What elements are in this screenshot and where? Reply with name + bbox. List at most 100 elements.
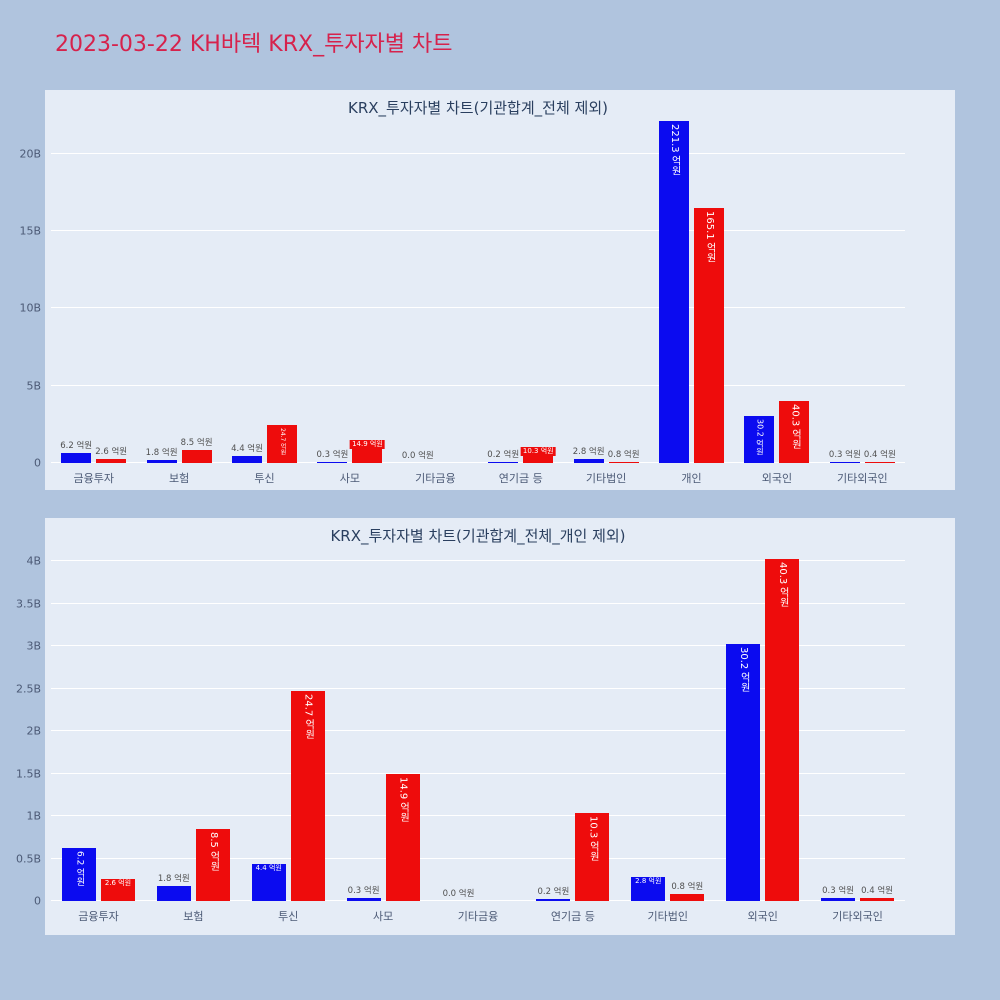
bar-red: 0.8 억원 [670, 882, 705, 901]
bar-value-label: 0.3 억원 [822, 886, 854, 897]
chart-title: KRX_투자자별 차트(기관합계_전체_개인 제외) [330, 527, 626, 545]
gridline [51, 687, 905, 689]
x-axis-label: 연기금 등 [498, 472, 543, 485]
bar-blue: 0.2 억원 [536, 887, 571, 901]
y-tick-label: 3.5B [15, 597, 41, 611]
bar-red: 8.5 억원 [181, 438, 213, 463]
bar-red: 40.3 억원 [779, 400, 810, 463]
y-tick-label: 20B [19, 147, 41, 161]
bar-value-label: 10.3 억원 [520, 447, 556, 457]
y-tick-label: 1B [26, 809, 41, 823]
gridline [51, 307, 905, 309]
bar-blue: 0.3 억원 [829, 450, 861, 463]
y-tick-label: 10B [19, 301, 41, 315]
bar-blue: 30.2 억원 [744, 416, 775, 463]
bar-value-label: 2.6 억원 [95, 446, 128, 457]
bar-value-label: 6.2 억원 [74, 851, 85, 887]
bar-blue: 1.8 억원 [156, 874, 191, 901]
gridline [51, 815, 905, 817]
bar-series: 6.2 억원 2.6 억원 1.8 억원 8.5 억원 4.4 억원 24.7 억원 0.3… [51, 556, 905, 901]
x-axis-label: 기타금융 [415, 472, 456, 485]
x-axis-label: 기타금융 [457, 910, 499, 923]
bar-red: 10.3 억원 [575, 813, 610, 901]
x-axis-label: 기타외국인 [832, 910, 883, 923]
x-axis: 금융투자 보험 투신 사모 기타금융 연기금 등 기타법인 외국인 기타외국인 [51, 908, 905, 924]
x-axis-label: 외국인 [747, 910, 778, 923]
bar-group: 0.3 억원 0.4 억원 [810, 556, 905, 901]
chart-card-all-investors: KRX_투자자별 차트(기관합계_전체 제외) 0 5B 10B 15B 20B 6.2… [19, 90, 955, 490]
bar-blue: 4.4 억원 [231, 444, 263, 463]
bar-value-label: 0.4 억원 [861, 885, 893, 896]
bar-value-label: 14.9 억원 [397, 777, 409, 823]
bar-red: 40.3 억원 [765, 558, 800, 901]
bar-group: 6.2 억원 2.6 억원 [51, 556, 146, 901]
x-axis-label: 기타법인 [585, 472, 627, 485]
bar-blue: 0.3 억원 [316, 450, 348, 463]
chart-title: KRX_투자자별 차트(기관합계_전체 제외) [348, 99, 608, 117]
bar-value-label: 8.5 억원 [207, 831, 219, 871]
bar-value-label: 24.7 억원 [302, 694, 314, 740]
x-axis-label: 금융투자 [73, 472, 114, 485]
x-axis-label: 기타법인 [647, 910, 689, 923]
bar-value-label: 0.3 억원 [316, 450, 349, 460]
bar-value-label: 4.4 억원 [253, 863, 284, 873]
bar-blue: 0.3 억원 [821, 886, 856, 901]
bar-blue: 2.8 억원 [631, 877, 666, 901]
bar-red: 2.6 억원 [95, 447, 127, 463]
x-axis-label: 사모 [339, 472, 361, 485]
bar-group: 0.3 억원 14.9 억원 [336, 556, 431, 901]
x-axis-label: 투신 [278, 910, 299, 923]
y-tick-label: 5B [26, 379, 41, 393]
y-tick-label: 0.5B [15, 852, 41, 866]
bar-value-label: 0.8 억원 [607, 449, 640, 460]
plot-area: 0 5B 10B 15B 20B 6.2 억원 2.6 억원 1.8 억원 8.5 억원 4.4… [19, 118, 905, 470]
x-axis-label: 투신 [254, 472, 275, 485]
bar-red: 8.5 억원 [195, 828, 230, 901]
x-axis-label: 외국인 [761, 472, 793, 485]
bar-value-label: 0.4 억원 [863, 450, 896, 460]
x-axis-label: 연기금 등 [550, 910, 595, 923]
y-tick-label: 15B [19, 224, 41, 238]
bar-value-label: 2.8 억원 [633, 877, 664, 887]
bar-red: 2.6 억원 [100, 878, 135, 901]
bar-value-label: 1.8 억원 [145, 448, 178, 459]
x-axis-label: 보험 [168, 472, 190, 485]
bar-red: 165.1 억원 [694, 207, 725, 463]
bar-group: 2.8 억원 0.8 억원 [620, 556, 715, 901]
bar-red: 0.4 억원 [860, 886, 895, 901]
gridline [51, 602, 905, 604]
bar-value-label: 14.9 억원 [350, 439, 385, 449]
bar-value-label: 0.0 억원 [401, 451, 434, 461]
bar-value-label: 1.8 억원 [157, 873, 190, 884]
bar-group: 30.2 억원 40.3 억원 [734, 118, 819, 463]
bar-group: 0.3 억원 14.9 억원 [307, 118, 392, 463]
gridline [51, 730, 905, 732]
bar-value-label: 2.8 억원 [572, 446, 605, 457]
x-axis-label: 사모 [372, 910, 394, 923]
x-axis-label: 금융투자 [78, 910, 119, 923]
page-title: 2023-03-22 KH바텍 KRX_투자자별 차트 [55, 32, 453, 57]
bar-value-label: 40.3 억원 [777, 561, 789, 608]
bar-group: 1.8 억원 8.5 억원 [136, 118, 221, 463]
gridline [51, 900, 905, 901]
bar-group: 2.8 억원 0.8 억원 [563, 118, 648, 463]
bar-red: 24.7 억원 [290, 691, 325, 901]
bar-group: 30.2 억원 40.3 억원 [715, 556, 810, 901]
bar-value-label: 0.8 억원 [671, 882, 704, 893]
gridline [51, 560, 905, 562]
x-axis-label: 개인 [681, 472, 702, 485]
bar-blue: 4.4 억원 [251, 863, 286, 901]
bar-value-label: 8.5 억원 [180, 437, 213, 448]
gridline [51, 772, 905, 774]
bar-value-label: 0.3 억원 [828, 450, 861, 460]
bar-red: 0.8 억원 [608, 450, 640, 463]
bar-red: 24.7 억원 [267, 424, 298, 463]
gridline [51, 857, 905, 859]
bar-red: 14.9 억원 [385, 774, 420, 901]
bar-group: 0.3 억원 0.4 억원 [820, 118, 905, 463]
bar-group: 0.2 억원 10.3 억원 [525, 556, 620, 901]
bar-value-label: 0.2 억원 [487, 450, 520, 460]
bar-red: 14.9 억원 [350, 439, 385, 463]
bar-blue: 0.3 억원 [346, 886, 381, 901]
bar-red: 10.3 억원 [520, 447, 556, 463]
